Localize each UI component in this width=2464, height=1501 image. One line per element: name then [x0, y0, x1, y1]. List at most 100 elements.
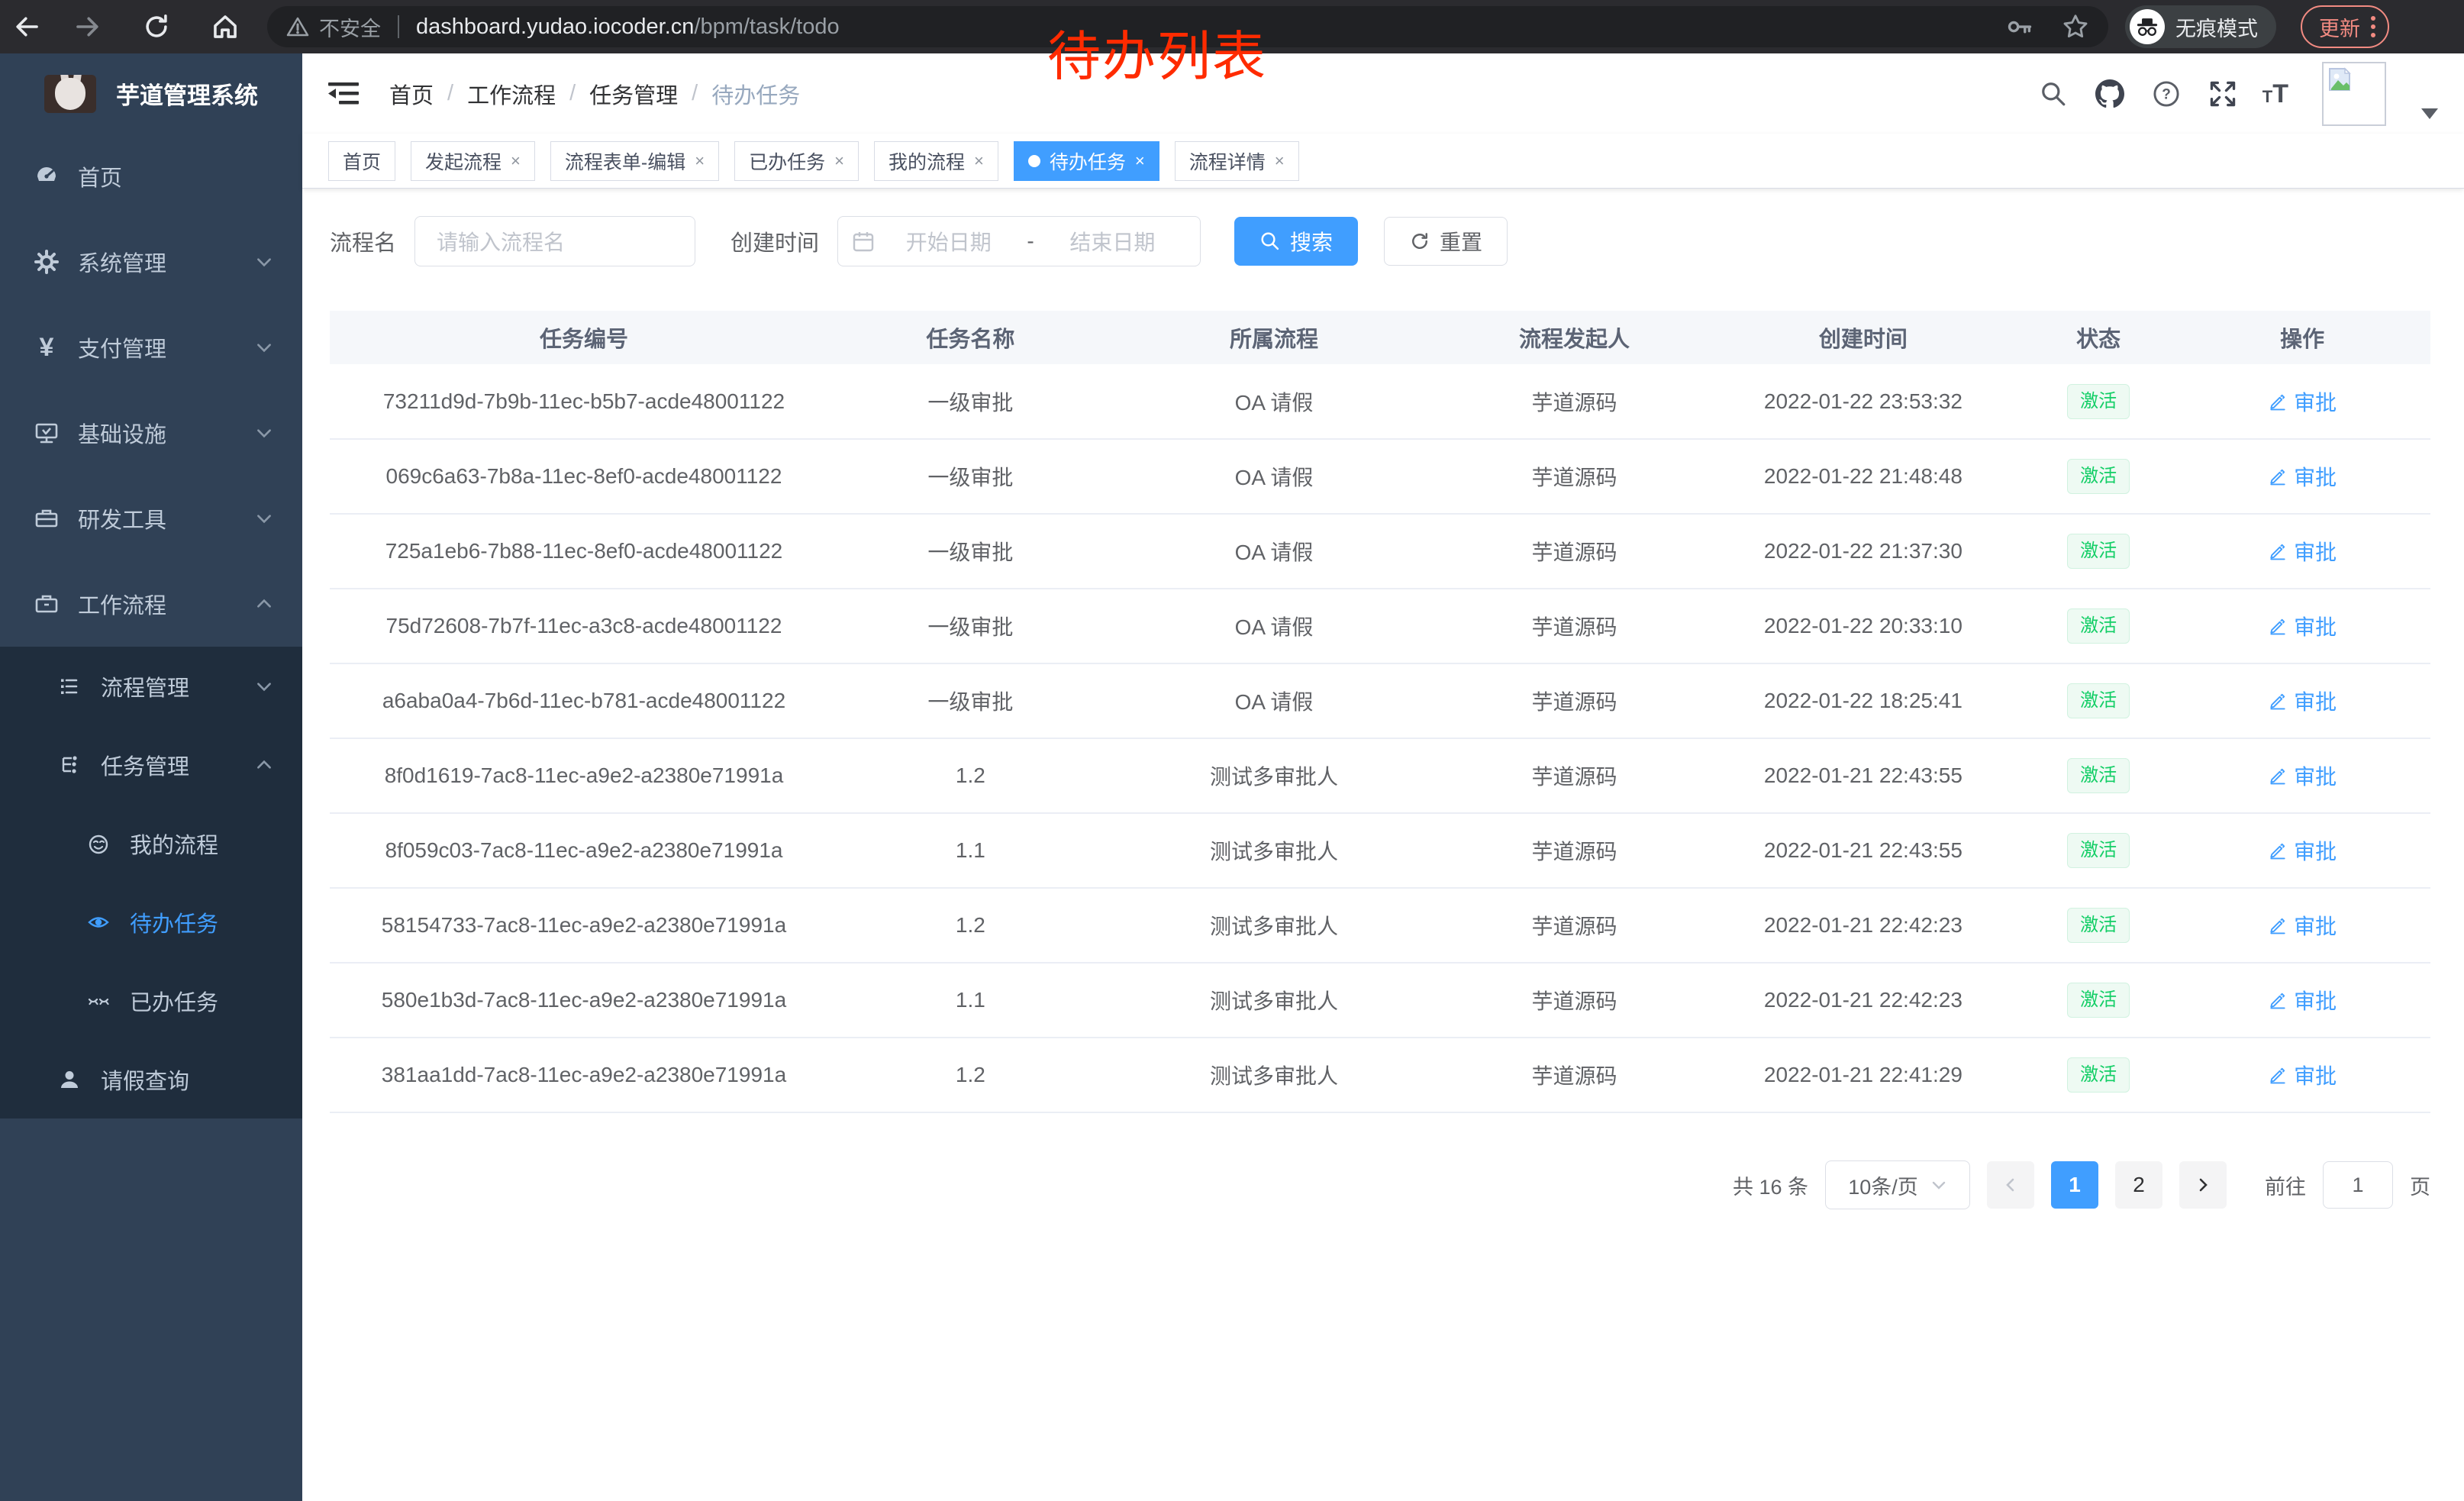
sidebar-item-my-process[interactable]: 我的流程 — [0, 804, 302, 883]
tab-process-detail[interactable]: 流程详情 × — [1174, 140, 1299, 181]
avatar-dropdown-caret[interactable] — [2421, 108, 2438, 119]
starter-cell: 芋道源码 — [1445, 439, 1704, 515]
breadcrumb-home[interactable]: 首页 — [389, 83, 434, 108]
page-button-1[interactable]: 1 — [2051, 1161, 2098, 1209]
svg-text:?: ? — [2162, 86, 2171, 102]
task-id-cell: 8f059c03-7ac8-11ec-a9e2-a2380e71991a — [330, 813, 838, 889]
close-icon[interactable]: × — [1134, 150, 1145, 170]
sidebar-item-infra[interactable]: 基础设施 — [0, 390, 302, 476]
approve-link[interactable]: 审批 — [2268, 386, 2337, 417]
close-icon[interactable]: × — [695, 150, 705, 170]
edit-pencil-icon — [2270, 918, 2285, 934]
sidebar-item-process-mgmt[interactable]: 流程管理 — [0, 647, 302, 725]
col-actions: 操作 — [2174, 311, 2430, 364]
page-size-select[interactable]: 10条/页 — [1825, 1160, 1970, 1209]
sidebar-collapse-button[interactable] — [328, 81, 359, 107]
browser-forward-button[interactable] — [53, 12, 122, 41]
task-id-cell: 8f0d1619-7ac8-11ec-a9e2-a2380e71991a — [330, 738, 838, 814]
breadcrumb-task-mgmt[interactable]: 任务管理 — [589, 83, 679, 108]
briefcase-icon — [34, 591, 60, 617]
start-date-placeholder[interactable]: 开始日期 — [905, 231, 992, 254]
status-badge: 激活 — [2067, 459, 2130, 494]
edit-pencil-icon — [2270, 618, 2285, 635]
tab-start-process[interactable]: 发起流程 × — [411, 140, 535, 181]
end-date-placeholder[interactable]: 结束日期 — [1069, 231, 1156, 254]
tab-my-process[interactable]: 我的流程 × — [873, 140, 998, 181]
tab-done-task[interactable]: 已办任务 × — [734, 140, 859, 181]
sidebar-item-system[interactable]: 系统管理 — [0, 219, 302, 305]
next-page-button[interactable] — [2179, 1161, 2227, 1209]
status-badge: 激活 — [2067, 534, 2130, 569]
browser-back-button[interactable] — [0, 12, 53, 41]
process-name-input[interactable]: 请输入流程名 — [414, 216, 696, 266]
status-badge: 激活 — [2067, 608, 2130, 644]
avatar[interactable] — [2322, 61, 2386, 126]
approve-link[interactable]: 审批 — [2268, 910, 2337, 941]
approve-link[interactable]: 审批 — [2268, 835, 2337, 866]
approve-link[interactable]: 审批 — [2268, 461, 2337, 492]
close-icon[interactable]: × — [973, 150, 984, 170]
sidebar-item-payment[interactable]: ¥ 支付管理 — [0, 305, 302, 390]
edit-pencil-icon — [2270, 469, 2285, 486]
tab-todo-task[interactable]: 待办任务 × — [1013, 140, 1159, 181]
browser-home-button[interactable] — [191, 12, 260, 41]
starter-cell: 芋道源码 — [1445, 888, 1704, 964]
search-button[interactable]: 搜索 — [1234, 217, 1359, 266]
browser-reload-button[interactable] — [122, 12, 191, 41]
col-status: 状态 — [2023, 311, 2175, 364]
edit-pencil-icon — [2270, 768, 2285, 785]
sidebar-item-done-task[interactable]: 已办任务 — [0, 961, 302, 1040]
approve-link[interactable]: 审批 — [2268, 611, 2337, 641]
fullscreen-icon[interactable] — [2206, 77, 2240, 111]
security-chip[interactable]: 不安全 — [285, 12, 381, 42]
jump-page-input[interactable]: 1 — [2323, 1161, 2393, 1209]
gear-icon — [34, 249, 60, 275]
approve-link[interactable]: 审批 — [2268, 760, 2337, 791]
approve-link[interactable]: 审批 — [2268, 1060, 2337, 1090]
eye-icon — [85, 909, 111, 935]
chevron-left-icon — [2006, 1178, 2014, 1192]
approve-link[interactable]: 审批 — [2268, 686, 2337, 716]
key-icon[interactable] — [2006, 13, 2033, 40]
sidebar-item-label: 基础设施 — [78, 423, 167, 447]
page-button-2[interactable]: 2 — [2115, 1161, 2162, 1209]
header-search-icon[interactable] — [2037, 77, 2070, 111]
help-icon[interactable]: ? — [2150, 77, 2183, 111]
col-task-id: 任务编号 — [330, 311, 838, 364]
edit-pencil-icon — [2270, 993, 2285, 1009]
task-id-cell: 73211d9d-7b9b-11ec-b5b7-acde48001122 — [330, 364, 838, 440]
browser-update-button[interactable]: 更新 — [2301, 5, 2389, 48]
reset-button[interactable]: 重置 — [1384, 217, 1508, 266]
tab-form-edit[interactable]: 流程表单-编辑 × — [550, 140, 720, 181]
jump-suffix: 页 — [2410, 1175, 2430, 1199]
bookmark-star-icon[interactable] — [2061, 12, 2090, 41]
breadcrumb-workflow[interactable]: 工作流程 — [467, 83, 556, 108]
process-cell: 测试多审批人 — [1102, 813, 1446, 889]
status-badge: 激活 — [2067, 833, 2130, 868]
sidebar-item-home[interactable]: 首页 — [0, 134, 302, 219]
sidebar-logo-row[interactable]: 芋道管理系统 — [0, 53, 302, 134]
top-navbar: 首页 / 工作流程 / 任务管理 / 待办任务 ? — [302, 53, 2464, 134]
close-icon[interactable]: × — [511, 150, 521, 170]
person-icon — [56, 1067, 82, 1093]
browser-menu-icon[interactable] — [2371, 16, 2375, 37]
sidebar-item-workflow[interactable]: 工作流程 — [0, 561, 302, 647]
close-icon[interactable]: × — [1274, 150, 1285, 170]
process-cell: 测试多审批人 — [1102, 963, 1446, 1038]
github-icon[interactable] — [2093, 77, 2127, 111]
sidebar-item-devtools[interactable]: 研发工具 — [0, 476, 302, 561]
prev-page-button[interactable] — [1987, 1161, 2034, 1209]
approve-link[interactable]: 审批 — [2268, 985, 2337, 1015]
approve-link[interactable]: 审批 — [2268, 536, 2337, 567]
font-size-icon[interactable]: TT — [2262, 79, 2288, 108]
col-create-time: 创建时间 — [1703, 311, 2024, 364]
sidebar-item-leave-query[interactable]: 请假查询 — [0, 1040, 302, 1118]
warning-icon — [286, 17, 309, 37]
sidebar-item-todo-task[interactable]: 待办任务 — [0, 883, 302, 961]
tab-home[interactable]: 首页 — [328, 140, 396, 181]
date-range-picker[interactable]: 开始日期 - 结束日期 — [837, 216, 1201, 266]
sidebar-item-task-mgmt[interactable]: 任务管理 — [0, 725, 302, 804]
close-icon[interactable]: × — [834, 150, 844, 170]
chevron-down-icon — [255, 509, 273, 528]
address-bar[interactable]: 不安全 dashboard.yudao.iocoder.cn/bpm/task/… — [267, 6, 2108, 47]
